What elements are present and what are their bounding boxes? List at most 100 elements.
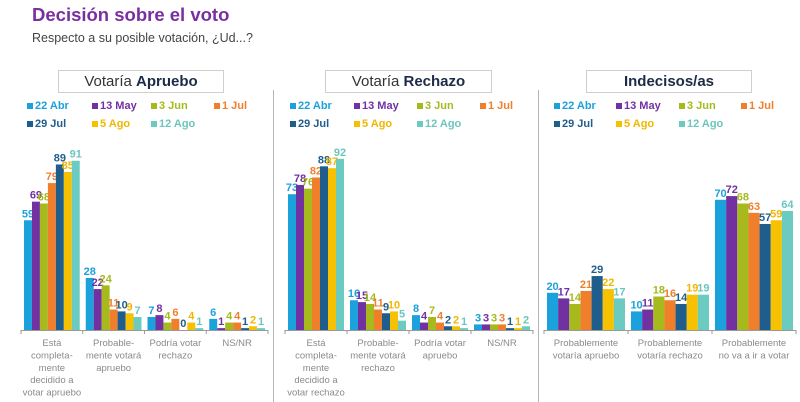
bar bbox=[312, 177, 320, 330]
data-label: 1 bbox=[196, 316, 202, 328]
data-label: 29 bbox=[591, 264, 603, 276]
legend-label: 13 May bbox=[624, 100, 661, 112]
bar bbox=[675, 303, 687, 330]
category-label: Está completa-mente decidido a votar rechaz… bbox=[287, 338, 345, 399]
data-label: 3 bbox=[475, 312, 481, 324]
data-label: 6 bbox=[172, 307, 178, 319]
legend-item: 12 Ago bbox=[679, 118, 741, 130]
data-label: 2 bbox=[523, 314, 529, 326]
data-label: 4 bbox=[226, 311, 233, 323]
data-label: 19 bbox=[697, 283, 709, 295]
bar bbox=[759, 223, 771, 330]
data-label: 78 bbox=[294, 173, 306, 185]
legend-item: 29 Jul bbox=[290, 118, 354, 130]
bar bbox=[233, 322, 242, 330]
legend-label: 29 Jul bbox=[35, 118, 67, 130]
data-label: 4 bbox=[437, 311, 444, 323]
data-label: 8 bbox=[156, 303, 162, 315]
legend-item: 1 Jul bbox=[480, 100, 513, 112]
bar bbox=[390, 311, 398, 330]
panel-title-bold: Apruebo bbox=[136, 73, 198, 90]
category-label-line: Probablemente bbox=[638, 338, 702, 349]
page-title: Decisión sobre el voto bbox=[32, 4, 230, 25]
bar bbox=[217, 328, 226, 330]
data-label: 2 bbox=[445, 314, 451, 326]
legend-indecisos: 22 Abr 13 May 3 Jun 1 Jul 29 Jul 5 Ago 12 Ago bbox=[554, 100, 774, 130]
category-label: Probable-mente votará apruebo bbox=[86, 338, 142, 374]
bar bbox=[241, 328, 250, 330]
bar bbox=[336, 158, 344, 330]
category-label-line: Probable- bbox=[357, 338, 398, 349]
legend-label: 22 Abr bbox=[562, 100, 596, 112]
data-label: 7 bbox=[429, 305, 435, 317]
bar bbox=[591, 276, 603, 330]
data-label: 22 bbox=[602, 277, 614, 289]
data-label: 24 bbox=[100, 273, 113, 285]
data-label: 19 bbox=[686, 283, 698, 295]
data-label: 1 bbox=[515, 316, 521, 328]
data-label: 72 bbox=[726, 184, 738, 196]
legend-swatch-icon bbox=[92, 103, 98, 109]
bar bbox=[715, 199, 727, 330]
bar bbox=[398, 320, 406, 330]
legend-swatch-icon bbox=[290, 121, 296, 127]
legend-item: 3 Jun bbox=[679, 100, 741, 112]
legend-label: 1 Jul bbox=[222, 100, 248, 112]
bar bbox=[460, 328, 468, 330]
category-label-line: NS/NR bbox=[222, 338, 252, 349]
legend-item: 3 Jun bbox=[417, 100, 480, 112]
data-label: 11 bbox=[642, 298, 654, 310]
data-label: 5 bbox=[399, 309, 405, 321]
legend-swatch-icon bbox=[480, 103, 486, 109]
bar bbox=[428, 316, 436, 330]
panel-title-bold: Rechazo bbox=[403, 73, 466, 90]
bar bbox=[117, 311, 126, 330]
bar bbox=[631, 311, 643, 330]
bar bbox=[249, 326, 258, 330]
bar bbox=[558, 298, 570, 330]
bar bbox=[490, 324, 498, 330]
panel-title-apruebo: Votaría Apruebo bbox=[58, 70, 224, 93]
data-label: 3 bbox=[491, 312, 497, 324]
bar bbox=[358, 302, 366, 330]
category-label-line: mente bbox=[303, 363, 329, 374]
bar bbox=[748, 212, 760, 330]
legend-label: 5 Ago bbox=[100, 118, 131, 130]
data-label: 17 bbox=[613, 286, 625, 298]
data-label: 68 bbox=[737, 192, 749, 204]
data-label: 64 bbox=[781, 199, 794, 211]
category-label: Está completa-mente decidido a votar aprueb… bbox=[23, 338, 82, 399]
category-label-line: Está bbox=[42, 338, 62, 349]
category-label: Probable-mente votará rechazo bbox=[350, 338, 406, 374]
bar bbox=[770, 220, 782, 330]
bar bbox=[506, 328, 514, 330]
bar bbox=[498, 324, 506, 330]
legend-label: 5 Ago bbox=[624, 118, 655, 130]
data-label: 28 bbox=[84, 266, 96, 278]
bar bbox=[147, 316, 156, 330]
legend-label: 13 May bbox=[362, 100, 399, 112]
category-label-line: completa- bbox=[31, 350, 73, 361]
bar bbox=[133, 316, 142, 330]
bar bbox=[31, 201, 40, 330]
category-label-line: apruebo bbox=[96, 363, 131, 374]
panel-divider bbox=[273, 90, 274, 402]
data-label: 1 bbox=[258, 316, 264, 328]
data-label: 4 bbox=[188, 311, 195, 323]
legend-item: 22 Abr bbox=[554, 100, 616, 112]
bar bbox=[420, 322, 428, 330]
legend-label: 3 Jun bbox=[425, 100, 454, 112]
data-label: 14 bbox=[675, 292, 688, 304]
data-label: 2 bbox=[250, 314, 256, 326]
data-label: 79 bbox=[46, 171, 58, 183]
data-label: 1 bbox=[461, 316, 467, 328]
legend-swatch-icon bbox=[27, 121, 33, 127]
legend-label: 13 May bbox=[100, 100, 137, 112]
category-label: NS/NR bbox=[222, 338, 252, 349]
category-label-line: decidido a bbox=[294, 375, 338, 386]
bar bbox=[444, 326, 452, 330]
page-subtitle: Respecto a su posible votación, ¿Ud...? bbox=[32, 31, 253, 45]
data-label: 1 bbox=[507, 316, 513, 328]
bar bbox=[580, 290, 592, 330]
panel-title-indecisos: Indecisos/as bbox=[586, 70, 752, 93]
